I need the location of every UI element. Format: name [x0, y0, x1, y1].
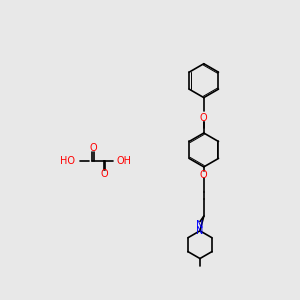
Text: OH: OH	[116, 156, 131, 166]
Text: N: N	[196, 220, 204, 230]
Text: O: O	[200, 113, 208, 123]
Text: O: O	[101, 169, 108, 179]
Text: N: N	[196, 226, 204, 236]
Text: O: O	[89, 143, 97, 153]
Text: O: O	[200, 169, 208, 180]
Text: HO: HO	[60, 156, 75, 166]
